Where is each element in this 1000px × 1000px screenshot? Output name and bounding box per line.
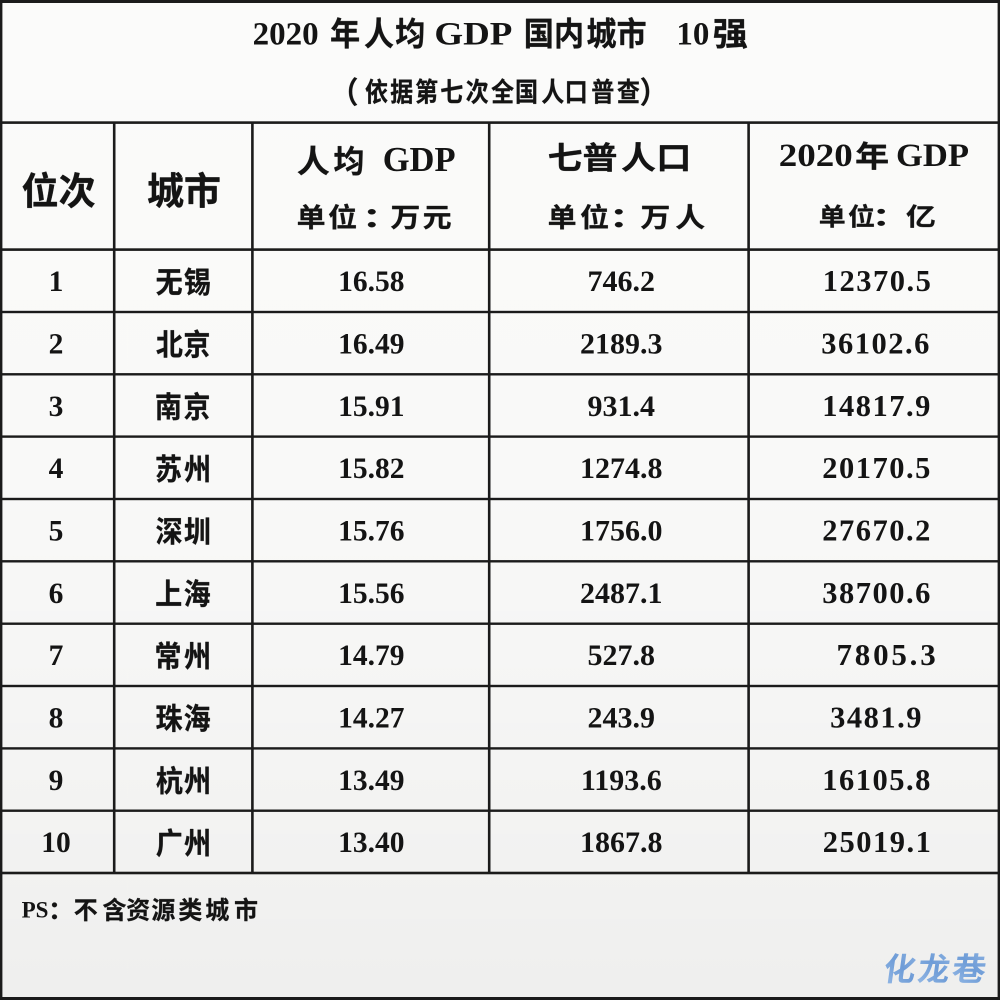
svg-text:GDP: GDP — [434, 17, 512, 53]
svg-text:20170.5: 20170.5 — [822, 451, 932, 485]
svg-text:15.76: 15.76 — [338, 516, 404, 548]
svg-text:2020: 2020 — [779, 138, 853, 174]
svg-text:2020: 2020 — [253, 17, 319, 53]
svg-text:15.56: 15.56 — [338, 578, 404, 610]
svg-text:16105.8: 16105.8 — [822, 763, 932, 797]
svg-text:16.49: 16.49 — [338, 328, 404, 360]
svg-text:527.8: 527.8 — [588, 639, 656, 672]
svg-text:243.9: 243.9 — [588, 702, 656, 735]
svg-text:GDP: GDP — [896, 138, 969, 174]
svg-text:6: 6 — [49, 578, 64, 610]
svg-text:7805.3: 7805.3 — [836, 637, 938, 672]
svg-text:931.4: 931.4 — [588, 390, 656, 423]
svg-text:16.58: 16.58 — [338, 266, 404, 298]
svg-text:10: 10 — [676, 17, 709, 53]
svg-text:25019.1: 25019.1 — [823, 825, 933, 859]
svg-text:2: 2 — [49, 328, 64, 360]
svg-text:5: 5 — [49, 516, 64, 548]
svg-text:1193.6: 1193.6 — [581, 764, 662, 797]
svg-text:15.91: 15.91 — [338, 391, 404, 423]
svg-text:1274.8: 1274.8 — [580, 452, 663, 485]
svg-text:15.82: 15.82 — [338, 453, 404, 485]
svg-text:PS: PS — [22, 898, 49, 923]
svg-text:13.49: 13.49 — [338, 765, 404, 797]
svg-text:14817.9: 14817.9 — [822, 389, 932, 423]
svg-text:2189.3: 2189.3 — [580, 327, 663, 360]
svg-text:746.2: 746.2 — [588, 265, 656, 298]
svg-text:1867.8: 1867.8 — [580, 826, 663, 859]
svg-text:1: 1 — [49, 266, 64, 298]
svg-text:1756.0: 1756.0 — [580, 515, 663, 548]
svg-text:GDP: GDP — [383, 141, 456, 179]
svg-text:7: 7 — [49, 640, 64, 672]
svg-text:3481.9: 3481.9 — [830, 701, 923, 735]
svg-text:38700.6: 38700.6 — [822, 576, 932, 610]
svg-text:36102.6: 36102.6 — [821, 326, 931, 360]
svg-text:3: 3 — [49, 391, 64, 423]
svg-text:4: 4 — [49, 453, 64, 485]
svg-text:27670.2: 27670.2 — [822, 514, 932, 548]
svg-text:13.40: 13.40 — [338, 827, 404, 859]
svg-text:9: 9 — [49, 765, 64, 797]
svg-text:8: 8 — [49, 703, 64, 735]
svg-text:14.79: 14.79 — [338, 640, 404, 672]
svg-text:2487.1: 2487.1 — [580, 577, 663, 610]
svg-text:10: 10 — [41, 827, 71, 859]
svg-text:12370.5: 12370.5 — [823, 264, 933, 298]
svg-text:14.27: 14.27 — [338, 703, 405, 735]
